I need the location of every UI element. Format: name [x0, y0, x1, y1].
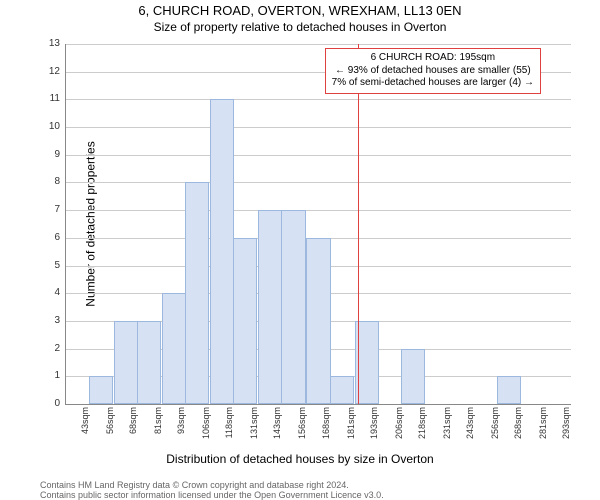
footer-copyright: Contains HM Land Registry data © Crown c… [40, 480, 349, 490]
bar [233, 238, 257, 404]
chart-plot-area: 6 CHURCH ROAD: 195sqm← 93% of detached h… [65, 44, 571, 405]
bar [281, 210, 305, 404]
bar [210, 99, 234, 404]
histogram-bars [66, 44, 571, 404]
bar [401, 349, 425, 404]
bar [137, 321, 161, 404]
bar [89, 376, 113, 404]
annotation-box: 6 CHURCH ROAD: 195sqm← 93% of detached h… [325, 48, 541, 94]
bar [114, 321, 138, 404]
page-subtitle: Size of property relative to detached ho… [0, 20, 600, 34]
reference-line [358, 44, 359, 404]
bar [497, 376, 521, 404]
bar [162, 293, 186, 404]
bar [306, 238, 330, 404]
page-title: 6, CHURCH ROAD, OVERTON, WREXHAM, LL13 0… [0, 3, 600, 18]
footer-licence: Contains public sector information licen… [40, 490, 384, 500]
bar [330, 376, 354, 404]
bar [258, 210, 282, 404]
x-axis-title: Distribution of detached houses by size … [0, 452, 600, 466]
bar [185, 182, 209, 404]
